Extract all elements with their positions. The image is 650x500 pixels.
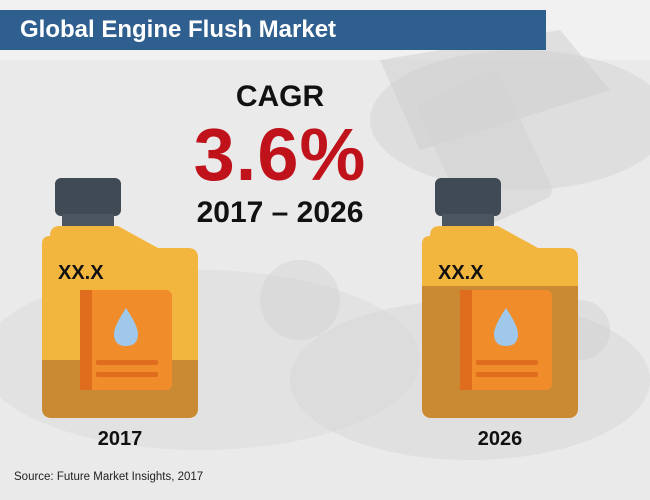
oil-drop-icon — [114, 308, 138, 346]
source-note: Source: Future Market Insights, 2017 — [14, 471, 204, 483]
can-value-2026: XX.X — [438, 262, 484, 284]
year-label-2026: 2026 — [477, 428, 523, 450]
cagr-label: CAGR — [235, 80, 325, 113]
oil-can-2026: XX.X — [420, 178, 580, 420]
can-value-2017: XX.X — [58, 262, 104, 284]
cagr-value: 3.6% — [193, 113, 367, 196]
oil-can-icon — [42, 178, 198, 418]
oil-drop-icon — [494, 308, 518, 346]
oil-can-icon — [422, 178, 578, 418]
oil-can-2017: XX.X — [40, 178, 200, 420]
page-title: Global Engine Flush Market — [0, 10, 546, 50]
year-label-2017: 2017 — [97, 428, 143, 450]
cagr-period: 2017 – 2026 — [196, 196, 364, 229]
